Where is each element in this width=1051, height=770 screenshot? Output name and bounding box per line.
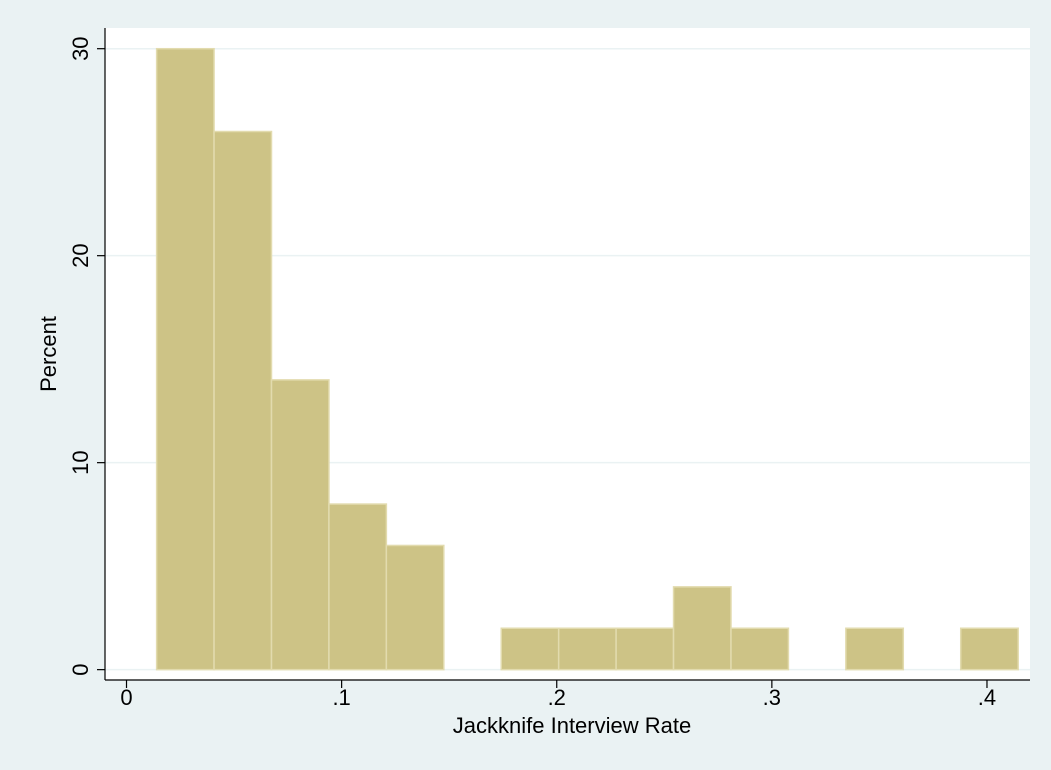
x-tick-label: .3 bbox=[763, 685, 781, 710]
y-tick-label: 10 bbox=[68, 450, 93, 474]
bar bbox=[500, 627, 560, 671]
bar bbox=[845, 627, 905, 671]
bar bbox=[615, 627, 675, 671]
bar bbox=[385, 544, 445, 671]
bar bbox=[557, 627, 617, 671]
y-tick-label: 0 bbox=[68, 664, 93, 676]
bar bbox=[672, 586, 732, 671]
y-tick-label: 30 bbox=[68, 36, 93, 60]
bar bbox=[213, 130, 273, 671]
x-axis-title: Jackknife Interview Rate bbox=[453, 713, 691, 738]
bar bbox=[270, 379, 330, 671]
x-tick-label: 0 bbox=[120, 685, 132, 710]
bar bbox=[959, 627, 1019, 671]
bar bbox=[155, 47, 215, 671]
x-tick-label: .1 bbox=[332, 685, 350, 710]
bar bbox=[328, 503, 388, 671]
y-tick-label: 20 bbox=[68, 243, 93, 267]
x-tick-label: .4 bbox=[978, 685, 996, 710]
x-tick-label: .2 bbox=[548, 685, 566, 710]
y-axis-title: Percent bbox=[36, 316, 61, 392]
bar bbox=[730, 627, 790, 671]
